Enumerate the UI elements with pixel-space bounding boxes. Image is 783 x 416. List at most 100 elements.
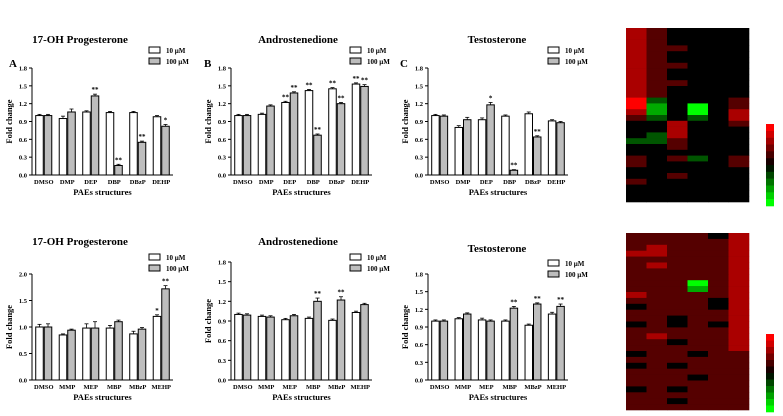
heatmap-cell [708, 167, 729, 174]
heatmap-cell [626, 132, 647, 139]
x-tick-label: MEP [84, 384, 98, 391]
heatmap-cell [626, 398, 647, 405]
heatmap-cell [646, 196, 668, 203]
heatmap-cell [667, 309, 688, 316]
heatmap-cell [667, 144, 688, 151]
chart-title: Androstenedione [258, 34, 338, 46]
heatmap-cell [728, 292, 750, 299]
bar [431, 320, 440, 381]
bar [439, 320, 449, 381]
heatmap-cell [687, 368, 709, 375]
heatmap-cell [708, 380, 729, 387]
heatmap-cell [728, 362, 750, 369]
bar [501, 115, 510, 176]
legend-label: 100 µM [367, 58, 390, 66]
heatmap-cell [708, 57, 729, 64]
heatmap-cell [708, 256, 729, 263]
x-tick-label: DEHP [351, 179, 369, 186]
heatmap-cell [646, 28, 668, 35]
heatmap-cell [687, 178, 709, 185]
x-axis-label: PAEs structures [73, 392, 132, 402]
heatmap-cell [646, 303, 668, 310]
bar [524, 113, 533, 176]
heatmap-cell [708, 115, 729, 122]
x-tick-label: MBP [502, 384, 516, 391]
heatmap-cell [728, 39, 750, 46]
heatmap-cell [728, 333, 750, 340]
heatmap-cell [687, 292, 709, 299]
y-tick-label: 0.5 [19, 351, 28, 358]
color-scale-segment [766, 185, 774, 193]
heatmap-cell [728, 256, 750, 263]
significance-marker: ** [305, 81, 313, 89]
heatmap-cell [728, 45, 750, 52]
heatmap-cell [646, 404, 668, 411]
heatmap-cell [667, 274, 688, 281]
heatmap-cell [646, 233, 668, 240]
heatmap-cell [728, 351, 750, 358]
y-axis-label: Fold change [4, 305, 14, 349]
x-tick-label: DMSO [430, 384, 450, 391]
heatmap-cell [646, 386, 668, 393]
heatmap-cell [728, 262, 750, 269]
heatmap-cell [728, 309, 750, 316]
heatmap-cell [728, 68, 750, 75]
bar [313, 134, 322, 176]
bar [43, 326, 53, 381]
y-tick-label: 0.3 [415, 360, 424, 367]
heatmap-cell [728, 392, 750, 399]
chart-title: 17-OH Progesterone [32, 236, 128, 248]
x-axis-label: PAEs structures [469, 187, 528, 197]
heatmap-cell [728, 173, 750, 180]
heatmap-cell [667, 292, 688, 299]
legend-swatch [547, 270, 560, 278]
heatmap-cell [687, 274, 709, 281]
y-tick-label: 0.0 [19, 378, 27, 385]
legend-swatch [349, 264, 362, 272]
significance-marker: * [155, 307, 159, 315]
bar [105, 327, 115, 381]
heatmap-cell [687, 33, 709, 40]
heatmap-cell [708, 321, 729, 328]
y-axis-label: Fold change [400, 99, 410, 143]
heatmap-cell [687, 362, 709, 369]
heatmap-cell [728, 178, 750, 185]
heatmap-cell [667, 286, 688, 293]
heatmap-cell [687, 256, 709, 263]
heatmap-cell [687, 280, 709, 287]
heatmap-cell [728, 374, 750, 381]
y-tick-label: 0.0 [218, 173, 226, 180]
bar [281, 101, 290, 176]
heatmap-cell [667, 28, 688, 35]
legend-label: 100 µM [166, 265, 189, 273]
chart-title: Testosterone [468, 243, 527, 255]
heatmap-cell [626, 262, 647, 269]
bar [43, 115, 53, 176]
heatmap-cell [708, 280, 729, 287]
bar [242, 314, 252, 381]
heatmap-cell [626, 190, 647, 197]
bar [328, 319, 337, 381]
heatmap-cell [708, 286, 729, 293]
legend-swatch [148, 46, 161, 54]
bar [152, 116, 162, 176]
heatmap-cell [687, 321, 709, 328]
heatmap-cell [646, 356, 668, 364]
x-tick-label: DMSO [34, 384, 54, 391]
heatmap-cell [687, 149, 709, 156]
heatmap-cell [708, 404, 729, 411]
heatmap-cell [728, 115, 750, 122]
heatmap-cell [708, 356, 729, 364]
heatmap-cell [687, 244, 709, 251]
heatmap-cell [646, 274, 668, 281]
heatmap-cell [687, 315, 709, 322]
heatmap-cell [708, 97, 729, 104]
heatmap-cell [687, 190, 709, 197]
heatmap-cell [626, 297, 647, 305]
heatmap-cell [646, 39, 668, 46]
heatmap-cell [667, 321, 688, 328]
x-tick-label: MMP [59, 384, 75, 391]
heatmap-cell [667, 303, 688, 310]
heatmap-cell [626, 33, 647, 40]
heatmap-cell [728, 155, 750, 162]
